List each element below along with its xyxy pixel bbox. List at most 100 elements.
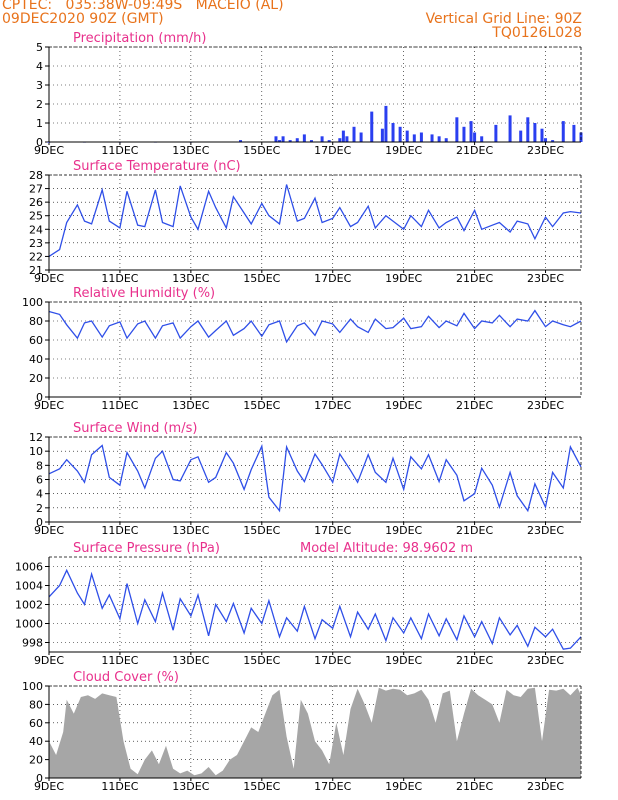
y-tick-label: 1002	[15, 599, 43, 612]
x-tick-label: 9DEC	[34, 272, 64, 285]
y-tick-label: 8	[36, 459, 43, 472]
x-tick-label: 15DEC	[243, 654, 280, 667]
series-line	[48, 309, 582, 344]
precip-bar	[380, 128, 384, 142]
precip-bar	[405, 130, 409, 142]
y-tick-label: 24	[29, 223, 43, 236]
y-tick-label: 2	[36, 502, 43, 515]
x-tick-label: 13DEC	[172, 654, 209, 667]
precip-bar	[327, 140, 331, 142]
y-tick-label: 0	[36, 772, 43, 785]
x-tick-label: 9DEC	[34, 399, 64, 412]
header-line2: 09DEC2020 90Z (GMT)	[2, 11, 164, 27]
precip-bar	[444, 138, 448, 142]
x-tick-label: 11DEC	[101, 144, 138, 157]
y-tick-label: 4	[36, 488, 43, 501]
y-tick-label: 0	[36, 516, 43, 529]
y-tick-label: 60	[29, 717, 43, 730]
precip-bar	[469, 121, 473, 142]
x-tick-label: 21DEC	[456, 272, 493, 285]
x-tick-label: 21DEC	[456, 399, 493, 412]
x-tick-label: 21DEC	[456, 524, 493, 537]
y-tick-label: 100	[22, 680, 43, 693]
x-tick-label: 9DEC	[34, 780, 64, 793]
precip-bar	[345, 136, 349, 142]
y-tick-label: 80	[29, 315, 43, 328]
x-tick-label: 15DEC	[243, 272, 280, 285]
precip-bar	[540, 128, 544, 142]
x-tick-label: 15DEC	[243, 524, 280, 537]
panel-4: 998 1000 1002 1004 1006 9DEC 11DEC 13DEC 15DEC 17…	[15, 541, 582, 667]
x-tick-label: 11DEC	[101, 654, 138, 667]
x-tick-label: 15DEC	[243, 780, 280, 793]
y-tick-label: 1	[36, 117, 43, 130]
y-tick-label: 27	[29, 183, 43, 196]
panel-annotation: Model Altitude: 98.9602 m	[300, 541, 473, 556]
y-tick-label: 998	[22, 637, 43, 650]
panel-title: Cloud Cover (%)	[73, 670, 179, 685]
x-tick-label: 19DEC	[385, 144, 422, 157]
x-tick-label: 9DEC	[34, 654, 64, 667]
panel-0: 0 1 2 3 4 5 9DEC 11DEC 13DEC 15DEC 17DEC 19DEC 21DEC…	[34, 31, 583, 157]
precip-bar	[572, 124, 576, 142]
panel-title: Surface Temperature (nC)	[73, 159, 241, 174]
precip-bar	[437, 136, 441, 142]
x-tick-label: 17DEC	[314, 144, 351, 157]
x-tick-label: 23DEC	[527, 780, 564, 793]
y-tick-label: 26	[29, 196, 43, 209]
x-tick-label: 17DEC	[314, 399, 351, 412]
y-tick-label: 0	[36, 391, 43, 404]
precip-bar	[398, 126, 402, 142]
precip-bar	[462, 126, 466, 142]
precip-bar	[288, 140, 292, 142]
precip-bar	[274, 136, 278, 142]
x-tick-label: 13DEC	[172, 780, 209, 793]
y-tick-label: 10	[29, 445, 43, 458]
y-tick-label: 1000	[15, 618, 43, 631]
precip-bar	[338, 138, 342, 142]
precip-bar	[455, 117, 459, 142]
x-tick-label: 23DEC	[527, 654, 564, 667]
y-tick-label: 40	[29, 353, 43, 366]
precip-bar	[302, 134, 306, 142]
precip-bar	[494, 124, 498, 142]
panel-title: Surface Wind (m/s)	[73, 421, 197, 436]
precip-bar	[281, 136, 285, 142]
precip-bar	[341, 130, 345, 142]
precip-bar	[352, 126, 356, 142]
precip-bar	[533, 123, 537, 142]
precip-bar	[359, 132, 363, 142]
y-tick-label: 0	[36, 136, 43, 149]
panel-title: Precipitation (mm/h)	[73, 31, 206, 46]
x-tick-label: 11DEC	[101, 524, 138, 537]
y-tick-label: 3	[36, 79, 43, 92]
precip-bar	[519, 130, 523, 142]
precip-bar	[544, 138, 548, 142]
precip-bar	[370, 111, 374, 142]
precip-bar	[320, 136, 324, 142]
x-tick-label: 17DEC	[314, 780, 351, 793]
precip-bar	[412, 134, 416, 142]
y-tick-label: 21	[29, 264, 43, 277]
x-tick-label: 19DEC	[385, 654, 422, 667]
y-tick-label: 80	[29, 698, 43, 711]
x-tick-label: 21DEC	[456, 780, 493, 793]
y-tick-label: 100	[22, 296, 43, 309]
x-tick-label: 9DEC	[34, 144, 64, 157]
header-line1: CPTEC: 035:38W-09:49S MACEIO (AL)	[2, 0, 284, 13]
x-tick-label: 11DEC	[101, 780, 138, 793]
precip-bar	[239, 140, 243, 142]
y-tick-label: 2	[36, 98, 43, 111]
x-tick-label: 9DEC	[34, 524, 64, 537]
panel-title: Surface Pressure (hPa)	[73, 541, 220, 556]
x-tick-label: 13DEC	[172, 399, 209, 412]
x-tick-label: 19DEC	[385, 272, 422, 285]
x-tick-label: 19DEC	[385, 399, 422, 412]
y-tick-label: 1004	[15, 580, 43, 593]
precip-bar	[473, 132, 477, 142]
y-tick-label: 23	[29, 237, 43, 250]
y-tick-label: 25	[29, 210, 43, 223]
y-tick-label: 5	[36, 41, 43, 54]
